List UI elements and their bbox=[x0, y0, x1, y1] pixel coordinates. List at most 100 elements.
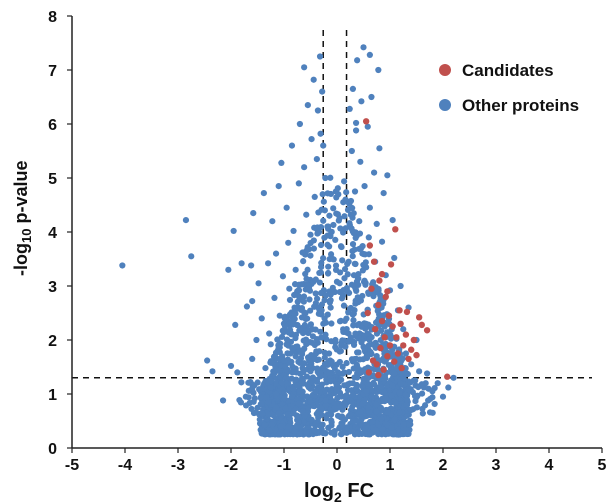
point-candidate bbox=[392, 226, 399, 233]
point-dense bbox=[295, 358, 302, 365]
point-other-protein bbox=[311, 193, 318, 200]
point-dense bbox=[312, 420, 320, 427]
point-other-protein bbox=[408, 361, 415, 368]
point-other-protein bbox=[317, 130, 324, 137]
point-dense-base bbox=[278, 379, 286, 387]
y-tick-label: 6 bbox=[48, 117, 57, 134]
point-dense bbox=[296, 431, 303, 438]
point-dense bbox=[365, 374, 372, 381]
point-dense bbox=[300, 258, 307, 265]
point-candidate bbox=[370, 258, 378, 265]
point-dense bbox=[336, 348, 343, 355]
legend: Candidates Other proteins bbox=[439, 61, 579, 115]
point-dense bbox=[368, 334, 375, 341]
point-dense bbox=[349, 241, 357, 248]
point-dense bbox=[278, 333, 286, 341]
point-dense bbox=[268, 421, 276, 428]
y-tick-label: 0 bbox=[48, 441, 57, 458]
point-dense bbox=[304, 244, 311, 251]
point-other-protein bbox=[299, 249, 306, 256]
point-dense-base bbox=[249, 385, 256, 392]
series-candidates bbox=[362, 118, 451, 380]
point-dense-base bbox=[377, 383, 384, 391]
point-dense bbox=[388, 334, 395, 341]
point-dense bbox=[316, 348, 323, 355]
point-dense bbox=[352, 330, 359, 337]
point-dense-base bbox=[409, 389, 416, 396]
point-dense bbox=[307, 321, 315, 328]
y-tick-label: 7 bbox=[48, 63, 57, 80]
point-other-protein bbox=[288, 393, 296, 400]
point-dense bbox=[269, 359, 276, 367]
point-other-protein bbox=[336, 280, 343, 287]
point-dense bbox=[332, 262, 340, 269]
point-dense bbox=[372, 426, 379, 434]
point-dense bbox=[351, 355, 358, 363]
point-dense bbox=[369, 419, 376, 426]
point-dense bbox=[277, 423, 285, 430]
point-other-protein bbox=[378, 238, 386, 245]
point-dense bbox=[295, 413, 302, 420]
point-other-protein bbox=[307, 231, 314, 238]
point-dense bbox=[291, 291, 298, 299]
point-other-protein bbox=[286, 285, 293, 292]
point-other-protein bbox=[439, 393, 447, 400]
point-dense bbox=[351, 246, 358, 253]
x-tick-label: 2 bbox=[439, 457, 448, 474]
point-dense bbox=[332, 236, 339, 243]
point-other-protein bbox=[253, 336, 260, 344]
point-dense bbox=[378, 415, 385, 422]
point-other-protein bbox=[410, 377, 417, 384]
point-dense bbox=[320, 430, 327, 437]
point-dense bbox=[343, 189, 350, 196]
point-other-protein bbox=[306, 296, 313, 303]
point-other-protein bbox=[416, 368, 423, 375]
point-other-protein bbox=[204, 357, 211, 364]
point-other-protein bbox=[347, 211, 354, 218]
point-candidate bbox=[378, 270, 386, 278]
point-other-protein bbox=[255, 280, 262, 287]
tick-labels: -5 -4 -3 -2 -1 0 1 2 3 4 5 0 1 2 3 4 5 6 7 8 bbox=[48, 9, 606, 474]
point-dense bbox=[341, 265, 349, 273]
point-candidate bbox=[394, 350, 402, 357]
point-dense-base bbox=[348, 398, 355, 405]
point-dense bbox=[388, 424, 395, 431]
point-dense bbox=[302, 270, 309, 278]
point-candidate bbox=[368, 285, 375, 292]
point-other-protein bbox=[251, 395, 258, 402]
point-dense-base bbox=[265, 411, 272, 418]
point-dense-base bbox=[284, 411, 291, 418]
point-other-protein bbox=[182, 217, 190, 224]
point-dense bbox=[337, 225, 344, 232]
point-dense-base bbox=[384, 409, 391, 416]
point-dense-base bbox=[334, 395, 341, 402]
point-other-protein bbox=[318, 382, 325, 389]
point-other-protein bbox=[345, 258, 352, 265]
point-dense bbox=[354, 430, 361, 437]
point-dense bbox=[356, 230, 364, 237]
y-tick-label: 5 bbox=[48, 171, 57, 188]
point-other-protein bbox=[334, 369, 342, 376]
point-dense bbox=[283, 336, 291, 343]
point-dense-base bbox=[342, 402, 349, 409]
point-other-protein bbox=[294, 343, 301, 350]
point-other-protein bbox=[310, 402, 317, 409]
point-candidate bbox=[405, 355, 412, 363]
point-dense bbox=[317, 269, 325, 276]
point-other-protein bbox=[269, 218, 276, 225]
point-other-protein bbox=[375, 66, 382, 74]
point-other-protein bbox=[384, 172, 391, 179]
point-other-protein bbox=[301, 164, 308, 171]
point-dense bbox=[350, 338, 358, 346]
x-tick-label: -4 bbox=[118, 457, 132, 474]
point-other-protein bbox=[331, 428, 338, 435]
point-dense bbox=[325, 269, 332, 277]
point-dense bbox=[324, 190, 331, 197]
point-dense bbox=[315, 209, 322, 216]
point-other-protein bbox=[258, 400, 265, 407]
point-other-protein bbox=[249, 298, 256, 305]
point-other-protein bbox=[301, 64, 308, 71]
point-dense-base bbox=[403, 401, 410, 409]
point-dense bbox=[363, 352, 370, 359]
point-other-protein bbox=[380, 190, 387, 197]
